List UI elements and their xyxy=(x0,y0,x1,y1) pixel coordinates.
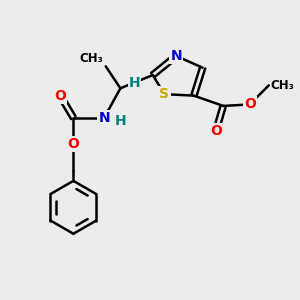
Text: CH₃: CH₃ xyxy=(270,79,294,92)
Text: O: O xyxy=(68,137,79,151)
Text: H: H xyxy=(115,114,126,128)
Text: N: N xyxy=(170,49,182,63)
Text: CH₃: CH₃ xyxy=(79,52,103,65)
Text: O: O xyxy=(244,98,256,112)
Text: O: O xyxy=(54,88,66,103)
Text: H: H xyxy=(129,76,140,90)
Text: S: S xyxy=(160,87,170,101)
Text: N: N xyxy=(98,111,110,125)
Text: O: O xyxy=(210,124,222,138)
